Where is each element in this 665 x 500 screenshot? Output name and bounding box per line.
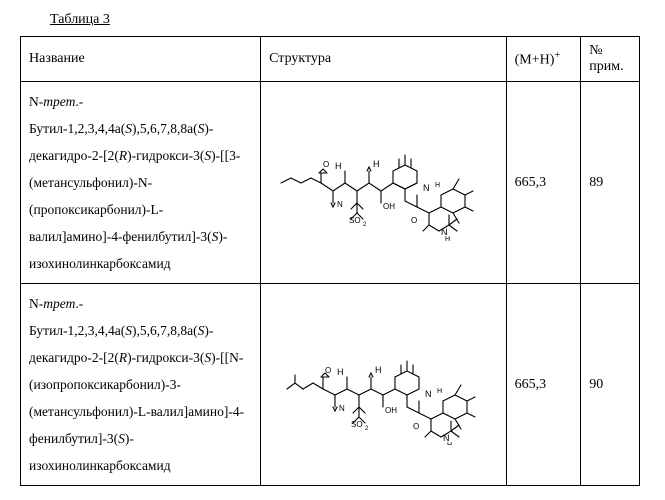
header-example: №прим. [581,37,640,82]
svg-text:H: H [335,161,342,171]
svg-text:H: H [447,442,452,445]
svg-text:O: O [413,422,419,431]
svg-text:OH: OH [385,406,397,415]
svg-text:H: H [375,365,382,375]
table-header-row: Название Структура (M+H)+ №прим. [21,37,640,82]
svg-text:2: 2 [363,222,367,228]
svg-text:2: 2 [365,426,369,432]
svg-text:H: H [435,182,440,189]
table-title: Таблица 3 [50,12,645,28]
svg-text:SO: SO [351,420,363,429]
svg-text:O: O [411,216,417,225]
svg-text:SO: SO [349,216,361,225]
svg-text:N: N [339,404,345,413]
cell-name: N-трет.-Бутил-1,2,3,4,4a(S),5,6,7,8,8a(S… [21,82,261,284]
svg-text:O: O [323,160,329,169]
cell-example: 89 [581,82,640,284]
cell-mh: 665,3 [506,284,581,486]
cell-structure: HHSO2OHNHNHONO [261,82,506,284]
header-name: Название [21,37,261,82]
svg-text:N: N [337,200,343,209]
cell-structure: HHSO2OHNHNHONO [261,284,506,486]
header-mh: (M+H)+ [506,37,581,82]
cell-example: 90 [581,284,640,486]
svg-text:H: H [437,388,442,395]
cell-mh: 665,3 [506,82,581,284]
svg-text:H: H [445,236,450,243]
compound-table: Название Структура (M+H)+ №прим. N-трет.… [20,36,640,486]
svg-text:N: N [425,389,432,399]
table-row: N-трет.-Бутил-1,2,3,4,4a(S),5,6,7,8,8a(S… [21,284,640,486]
svg-text:H: H [373,159,380,169]
svg-text:H: H [337,367,344,377]
svg-text:OH: OH [383,202,395,211]
svg-text:N: N [423,183,430,193]
header-structure: Структура [261,37,506,82]
cell-name: N-трет.-Бутил-1,2,3,4,4a(S),5,6,7,8,8a(S… [21,284,261,486]
table-row: N-трет.-Бутил-1,2,3,4,4a(S),5,6,7,8,8a(S… [21,82,640,284]
svg-text:O: O [325,366,331,375]
